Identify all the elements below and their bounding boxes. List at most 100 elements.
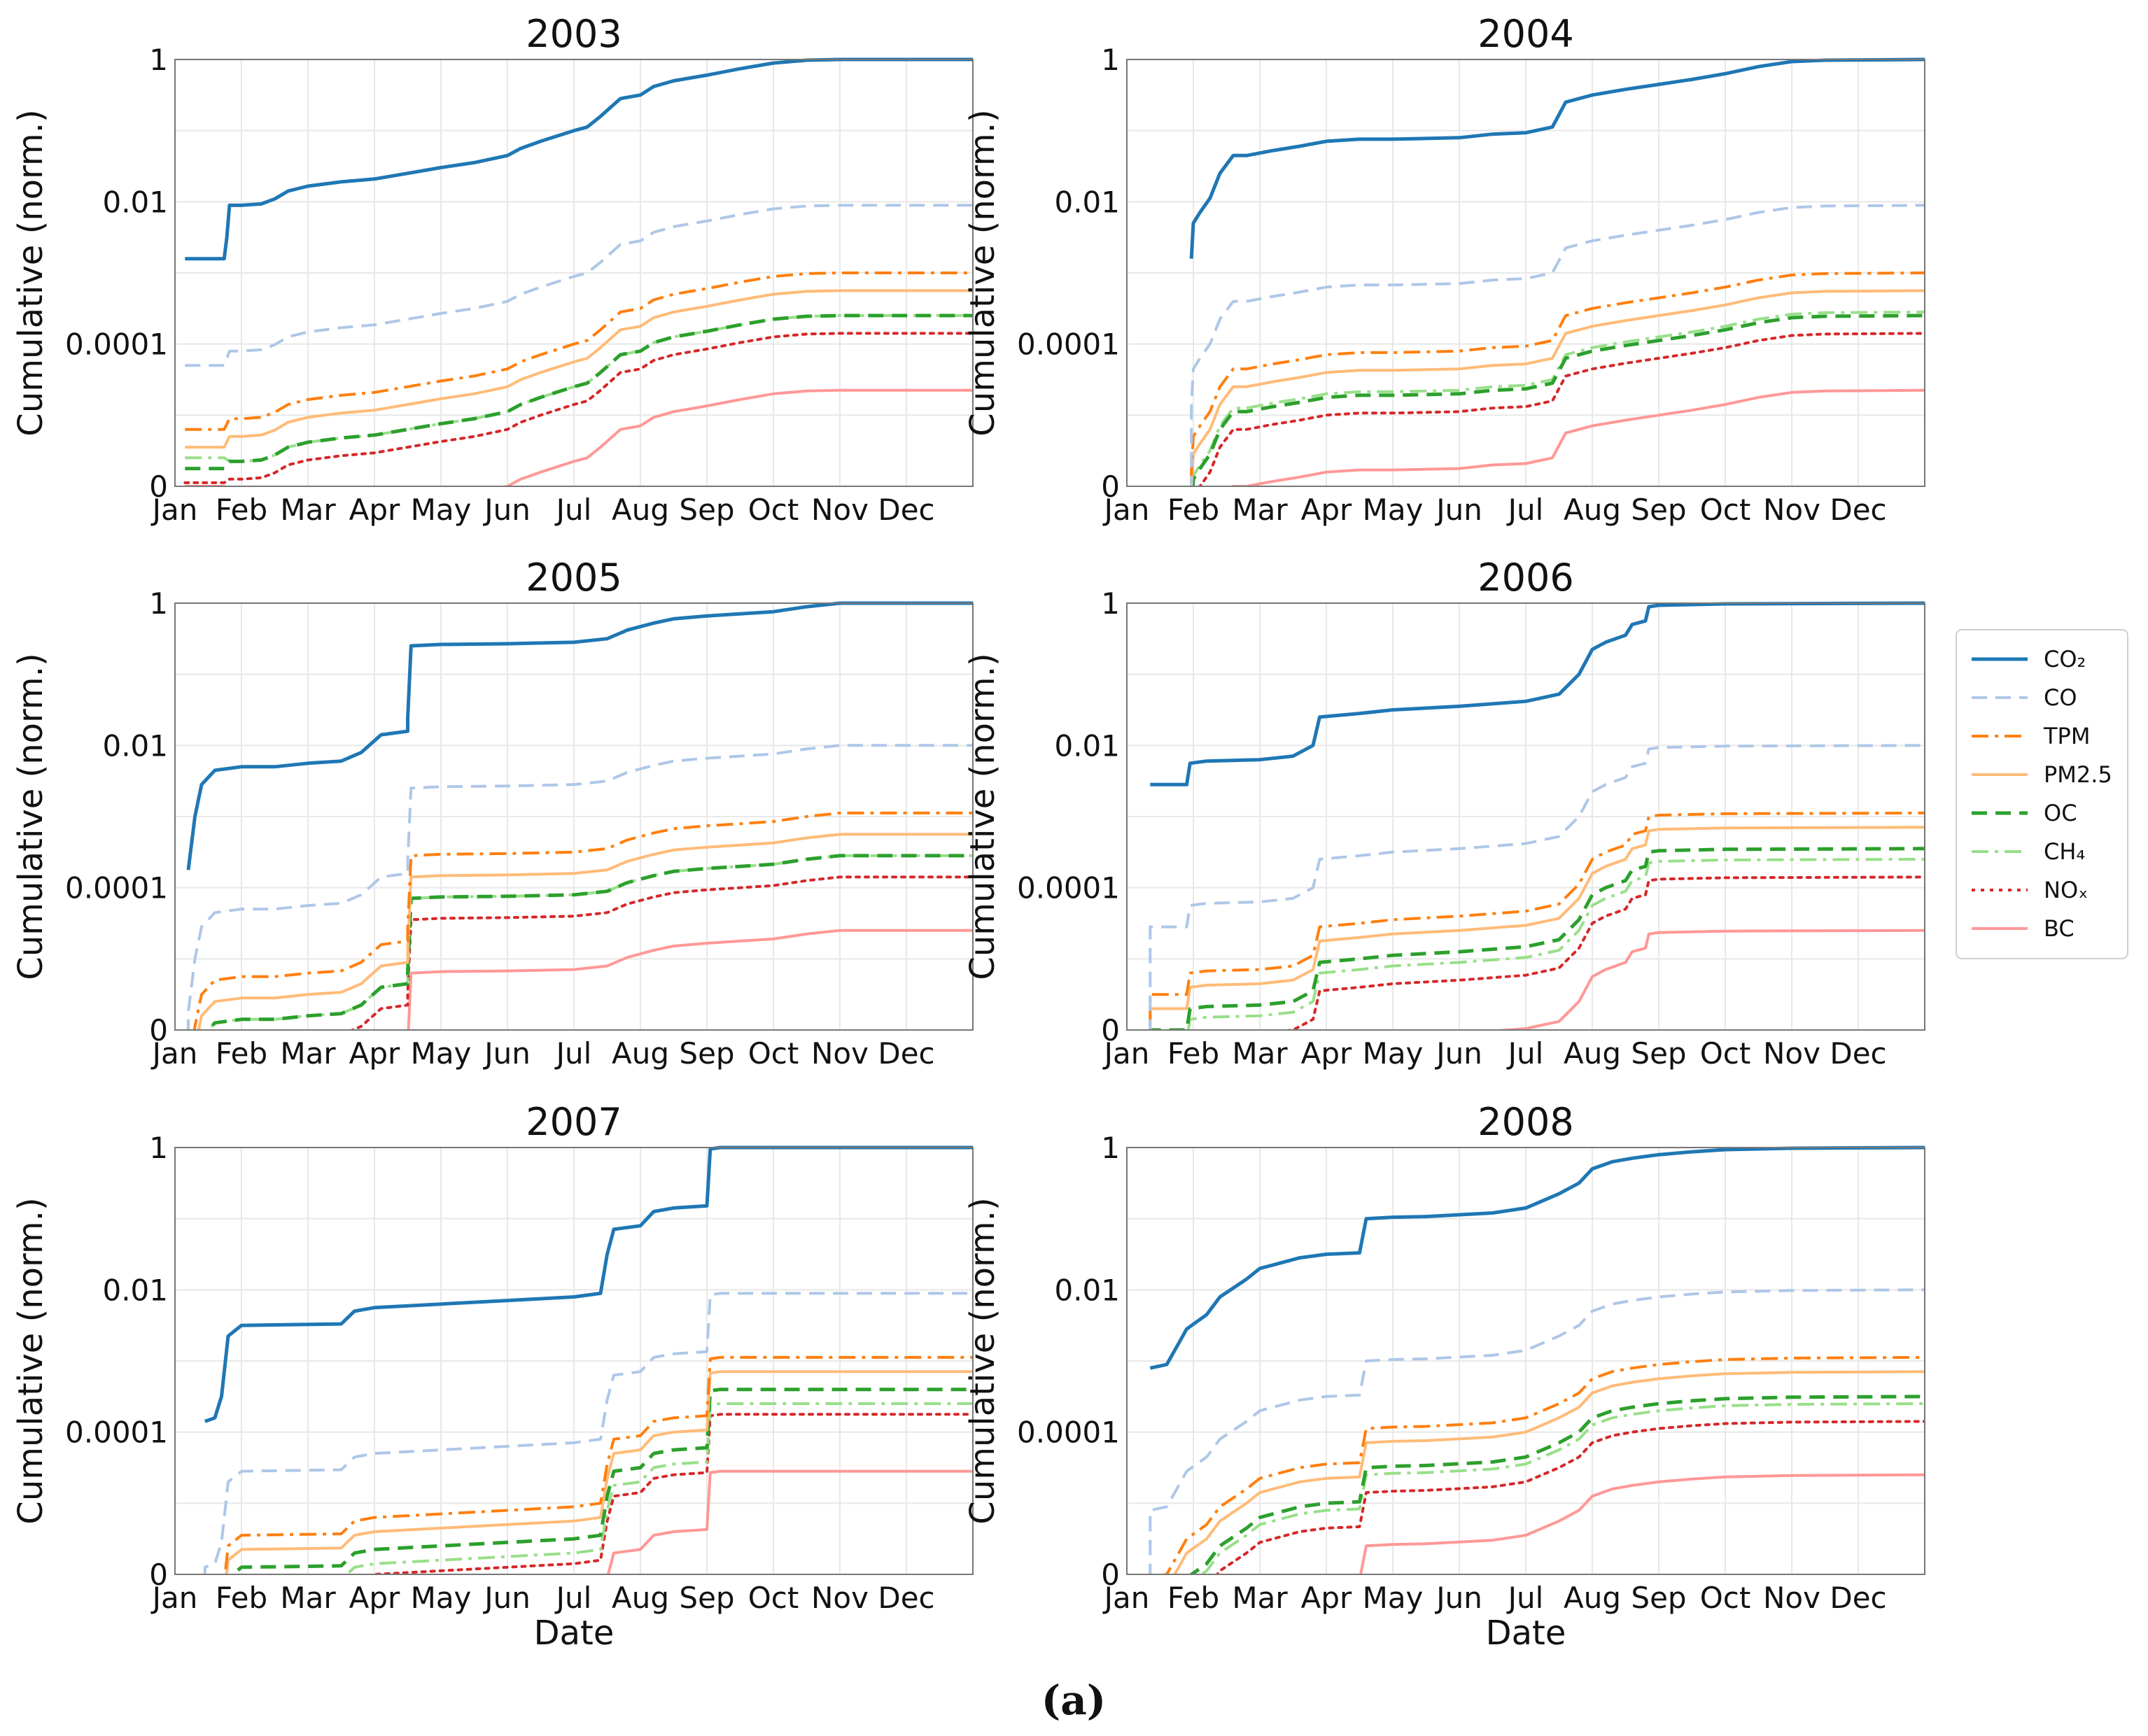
series-line-OC [230,1388,973,1574]
y-tick-label: 0.0001 [1017,871,1120,905]
series-line-CO [185,204,973,367]
x-tick-label: Mar [280,1581,336,1615]
x-tick-label: Jun [1434,1581,1482,1615]
series-line-PM25 [225,1370,973,1574]
series-line-NOx [1215,1420,1925,1574]
y-tick-label: 0.01 [1054,185,1120,219]
panel-2004: 2004 0 0.0001 0.01 1 Jan Feb Mar Apr May Jun Jul Aug… [963,12,1925,527]
legend-box [1956,629,2128,959]
series-line-BC [1488,929,1925,1030]
plot-frame [1126,59,1925,487]
x-axis-label: Date [534,1614,615,1653]
series-line-PM25 [1149,826,1925,1030]
series-line-OC [185,313,973,471]
x-tick-label: Jun [482,1036,531,1071]
x-tick-label: May [1363,493,1424,527]
series-line-TPM [1190,271,1925,486]
legend-label: PM2.5 [2044,761,2112,788]
x-tick-label: Sep [679,1581,734,1615]
x-tick-label: May [411,493,472,527]
y-tick-label: 0.01 [1054,1273,1120,1307]
legend-label: CH₄ [2044,838,2085,865]
series-group [203,1145,973,1574]
legend-item-NOx: NOₓ [1972,877,2088,903]
panel-2003: 2003 0 0.0001 0.01 1 Jan Feb Mar Apr May Jun Jul Aug… [11,12,974,527]
x-tick-label: Mar [1232,1036,1288,1071]
x-tick-label: Aug [1564,1036,1621,1071]
x-tick-label: Dec [1830,1036,1886,1071]
x-tick-label: Nov [1763,493,1820,527]
series-line-CH4 [1191,310,1925,486]
x-tick-label: Apr [349,1581,400,1615]
x-tick-label: Jan [150,493,198,527]
series-group [1189,57,1925,486]
y-tick-label: 1 [149,586,168,621]
legend-item-BC: BC [1972,915,2075,942]
x-tick-label: Oct [748,1036,799,1071]
x-tick-label: Mar [280,1036,336,1071]
legend-label: BC [2044,915,2075,942]
series-line-PM25 [1173,1370,1925,1574]
grid [1126,59,1925,487]
y-tick-label: 0.01 [102,728,168,763]
series-line-BC [1231,388,1925,486]
y-tick-label: 0.01 [102,1273,168,1307]
x-tick-label: Jan [1102,1036,1150,1071]
panel-2006: 2006 0 0.0001 0.01 1 Jan Feb Mar Apr May Jun Jul Aug… [963,556,1925,1071]
x-tick-label: Feb [216,493,267,527]
panel-title: 2005 [526,556,622,600]
y-axis-label: Cumulative (norm.) [963,1197,1002,1524]
x-tick-label: Dec [878,1036,934,1071]
plot-frame [1126,1147,1925,1575]
x-tick-label: Sep [679,493,734,527]
x-tick-label: Sep [1631,1036,1686,1071]
legend-label: NOₓ [2044,877,2088,903]
series-line-CO2 [185,57,973,261]
y-tick-label: 0.0001 [65,1416,168,1450]
y-tick-label: 0 [149,470,168,504]
series-line-PM25 [185,289,973,449]
y-tick-label: 0.0001 [65,327,168,362]
x-tick-label: May [1363,1036,1424,1071]
x-tick-label: Feb [1167,1581,1219,1615]
series-line-BC [606,1469,973,1574]
series-line-OC [206,854,973,1030]
series-group [1148,601,1925,1030]
x-tick-label: Aug [1564,493,1621,527]
x-tick-label: Jun [482,1581,531,1615]
y-tick-label: 0 [149,1013,168,1047]
legend-label: CO [2044,684,2077,711]
series-line-CO2 [1149,1145,1925,1370]
x-tick-label: Nov [1763,1036,1820,1071]
x-tick-label: Jul [1506,1036,1544,1071]
x-tick-label: May [411,1581,472,1615]
series-line-NOx [366,1413,973,1574]
series-line-TPM [185,271,973,431]
x-tick-label: Jan [150,1581,198,1615]
figure-caption: (a) [1041,1677,1106,1724]
y-axis-label: Cumulative (norm.) [963,653,1002,980]
series-line-BC [185,388,973,486]
x-tick-label: Apr [349,493,400,527]
x-tick-label: Sep [679,1036,734,1071]
x-tick-label: Sep [1631,1581,1686,1615]
y-tick-label: 1 [1101,1131,1120,1165]
y-tick-label: 0 [1101,1558,1120,1592]
series-line-BC [407,929,973,1030]
x-tick-label: May [411,1036,472,1071]
grid [174,602,974,1031]
x-tick-label: Oct [1700,493,1751,527]
x-tick-label: Jul [1506,493,1544,527]
x-tick-label: Nov [1763,1581,1820,1615]
x-tick-label: Nov [811,493,869,527]
series-line-CO [1149,1288,1925,1574]
y-axis-label: Cumulative (norm.) [11,109,50,436]
x-tick-label: Feb [1167,1036,1219,1071]
series-line-CH4 [1199,1402,1925,1574]
legend: CO₂ CO TPM PM2.5 OC CH₄ NOₓ BC [1956,629,2128,959]
x-tick-label: Jun [482,493,531,527]
series-line-CO2 [1150,601,1925,786]
series-group [186,601,973,1030]
x-tick-label: May [1363,1581,1424,1615]
